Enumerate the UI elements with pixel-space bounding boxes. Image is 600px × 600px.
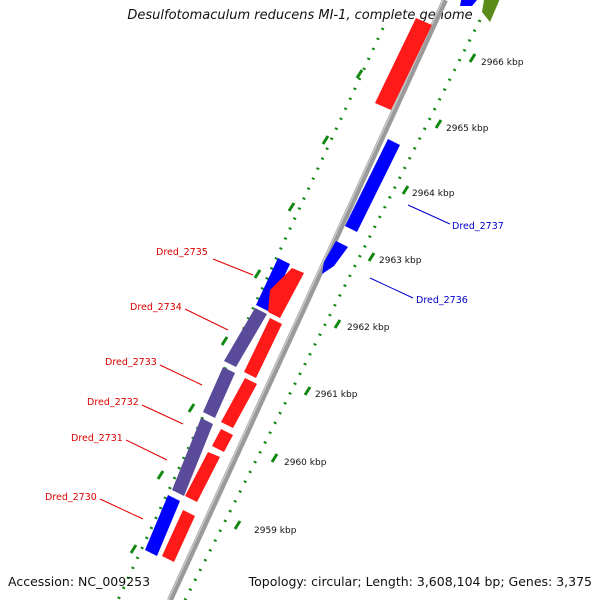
scale-label: 2960 kbp bbox=[284, 458, 327, 468]
inner-guide-line bbox=[116, 27, 385, 600]
gene-label-dred-2734[interactable]: Dred_2734 bbox=[130, 302, 182, 313]
gene-feature-dred-2735[interactable] bbox=[256, 258, 290, 311]
label-leader bbox=[184, 308, 229, 331]
scale-tick-2964 bbox=[401, 185, 410, 195]
inner-ticks bbox=[129, 69, 364, 554]
genome-backbone-highlight bbox=[167, 0, 444, 600]
gene-feature-dred-2734-overlap[interactable] bbox=[224, 308, 267, 367]
scale-ticks bbox=[233, 53, 477, 530]
label-leader bbox=[369, 277, 414, 299]
scale-label: 2963 kbp bbox=[379, 256, 422, 266]
inner-tick bbox=[287, 202, 296, 212]
inner-tick bbox=[355, 69, 364, 79]
gene-label-dred-2731[interactable]: Dred_2731 bbox=[71, 433, 123, 444]
gene-label-dred-2735[interactable]: Dred_2735 bbox=[156, 247, 208, 258]
label-leader bbox=[125, 439, 168, 461]
gene-feature-dred-2730-reverse[interactable] bbox=[145, 495, 180, 556]
label-leader bbox=[141, 404, 184, 425]
label-leader bbox=[159, 364, 203, 386]
gene-feature-dred-2732-fwd[interactable] bbox=[212, 429, 233, 452]
inner-tick bbox=[129, 544, 138, 554]
gene-feature-dred-2731-overlap[interactable] bbox=[172, 418, 213, 496]
scale-label: 2962 kbp bbox=[347, 323, 390, 333]
genome-backbone bbox=[167, 0, 448, 600]
gene-feature-reverse[interactable] bbox=[460, 0, 477, 6]
scale-label: 2964 kbp bbox=[412, 189, 455, 199]
gene-feature-dred-2730-fwd[interactable] bbox=[162, 510, 195, 562]
gene-label-dred-2730[interactable]: Dred_2730 bbox=[45, 492, 97, 503]
scale-tick-2960 bbox=[270, 453, 279, 463]
gene-feature-dred-2736[interactable] bbox=[322, 241, 348, 274]
gene-feature-dred-2733-fwd[interactable] bbox=[221, 378, 257, 428]
scale-tick-2961 bbox=[303, 386, 312, 396]
gene-label-dred-2732[interactable]: Dred_2732 bbox=[87, 397, 139, 408]
scale-tick-2959 bbox=[233, 520, 242, 530]
gene-feature-dred-2737[interactable] bbox=[345, 139, 400, 232]
inner-tick bbox=[156, 470, 165, 480]
inner-tick bbox=[187, 403, 196, 413]
gene-label-dred-2733[interactable]: Dred_2733 bbox=[105, 357, 157, 368]
scale-label: 2965 kbp bbox=[446, 124, 489, 134]
inner-tick bbox=[321, 135, 330, 145]
label-leader bbox=[212, 258, 254, 276]
inner-tick bbox=[220, 336, 229, 346]
accession-text: Accession: NC_009253 bbox=[8, 574, 151, 589]
gene-label-dred-2737[interactable]: Dred_2737 bbox=[452, 221, 504, 232]
gene-feature-dred-2731-fwd[interactable] bbox=[185, 452, 220, 502]
scale-tick-2965 bbox=[434, 119, 443, 129]
scale-tick-2962 bbox=[333, 319, 342, 329]
scale-label: 2961 kbp bbox=[315, 390, 358, 400]
label-leader bbox=[407, 204, 451, 225]
gene-feature-forward[interactable] bbox=[375, 18, 432, 110]
label-leader bbox=[99, 498, 144, 520]
genome-summary-text: Topology: circular; Length: 3,608,104 bp… bbox=[248, 574, 592, 589]
gene-feature-dred-2733-overlap[interactable] bbox=[203, 367, 235, 418]
gene-label-dred-2736[interactable]: Dred_2736 bbox=[416, 295, 468, 306]
inner-tick bbox=[253, 269, 262, 279]
scale-label: 2966 kbp bbox=[481, 58, 524, 68]
scale-tick-2963 bbox=[367, 252, 376, 262]
outer-guide-line bbox=[183, 19, 482, 600]
scale-label: 2959 kbp bbox=[254, 526, 297, 536]
genome-title: Desulfotomaculum reducens MI-1, complete… bbox=[127, 8, 473, 23]
feature-arrow bbox=[482, 0, 500, 22]
gene-feature-dred-2734-fwd[interactable] bbox=[244, 318, 282, 378]
scale-tick-2966 bbox=[468, 53, 477, 63]
gene-feature-dred-2735-fwd[interactable] bbox=[268, 268, 304, 318]
